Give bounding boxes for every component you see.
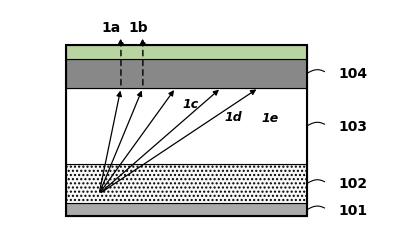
Text: 102: 102 [339,177,368,191]
Bar [66,59,307,88]
Bar [66,46,307,216]
Text: 1c: 1c [182,98,198,110]
Text: 101: 101 [339,203,368,217]
Bar [66,88,307,164]
Text: 1d: 1d [224,110,242,123]
Text: 104: 104 [339,67,368,81]
Text: 1a: 1a [102,21,121,35]
Bar [66,46,307,59]
Bar [66,203,307,216]
Text: 103: 103 [339,119,368,133]
Text: 1b: 1b [128,21,148,35]
Bar [66,164,307,203]
Text: 1e: 1e [262,112,279,125]
